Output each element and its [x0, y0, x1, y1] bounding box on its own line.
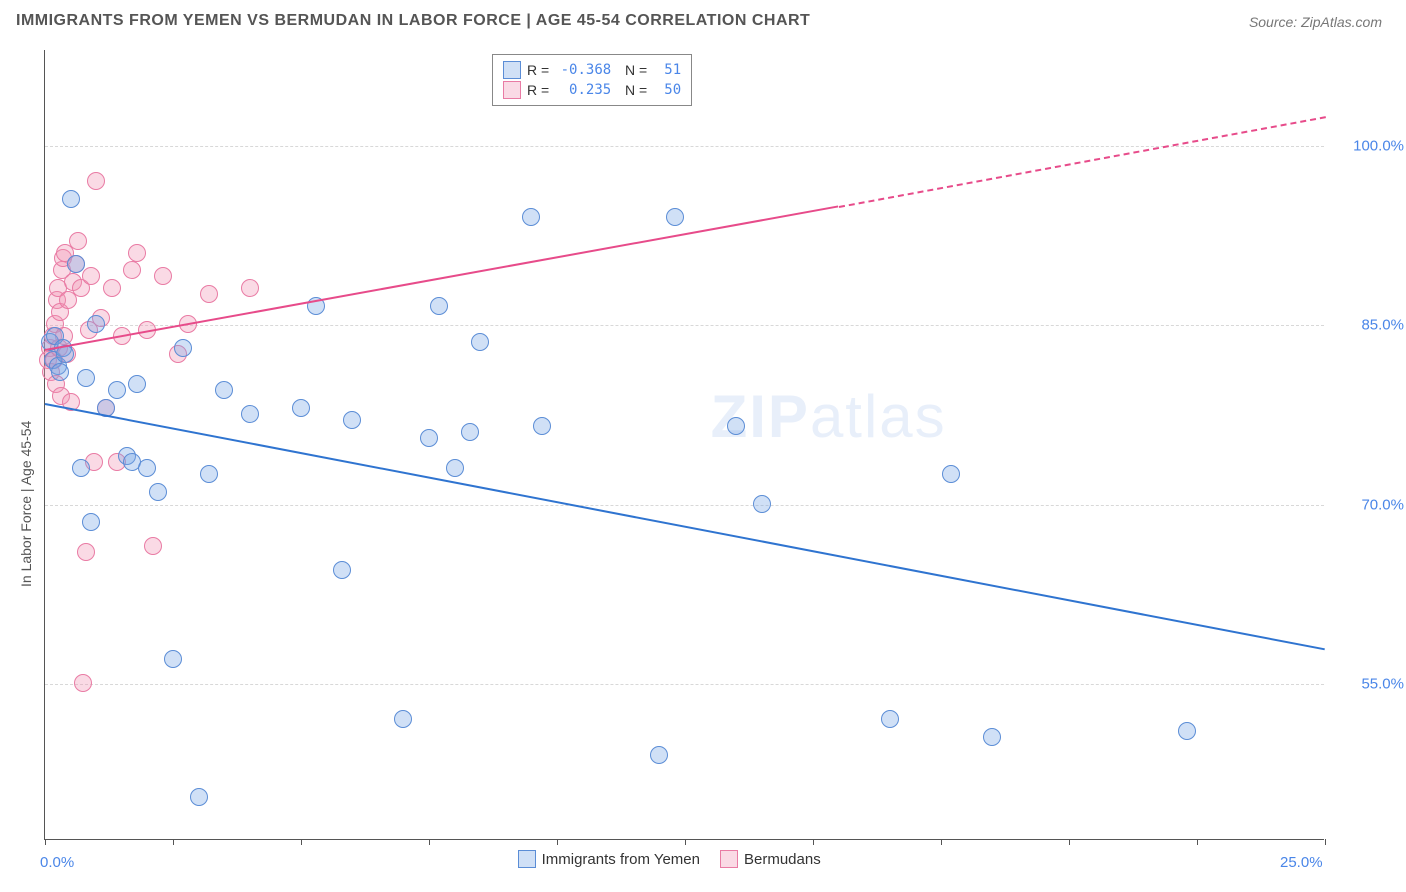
- plot-area: ZIPatlas 55.0%70.0%85.0%100.0%: [44, 50, 1324, 840]
- legend-swatch: [503, 81, 521, 99]
- data-point: [190, 788, 208, 806]
- data-point: [420, 429, 438, 447]
- watermark: ZIPatlas: [711, 382, 947, 451]
- data-point: [666, 208, 684, 226]
- y-tick-label: 70.0%: [1334, 496, 1404, 513]
- data-point: [51, 363, 69, 381]
- data-point: [200, 465, 218, 483]
- x-tick: [173, 839, 174, 845]
- x-tick: [45, 839, 46, 845]
- x-tick: [941, 839, 942, 845]
- chart-container: IMMIGRANTS FROM YEMEN VS BERMUDAN IN LAB…: [0, 0, 1406, 892]
- data-point: [77, 369, 95, 387]
- data-point: [154, 267, 172, 285]
- legend-label: Bermudans: [744, 851, 821, 868]
- x-tick: [813, 839, 814, 845]
- data-point: [123, 261, 141, 279]
- correlation-legend: R = -0.368 N = 51 R = 0.235 N = 50: [492, 54, 692, 106]
- data-point: [461, 423, 479, 441]
- gridline: [45, 146, 1324, 147]
- data-point: [174, 339, 192, 357]
- legend-r-value: -0.368: [555, 62, 611, 78]
- data-point: [82, 513, 100, 531]
- data-point: [1178, 722, 1196, 740]
- data-point: [241, 405, 259, 423]
- data-point: [881, 710, 899, 728]
- x-tick: [1069, 839, 1070, 845]
- legend-label: Immigrants from Yemen: [542, 851, 700, 868]
- data-point: [128, 244, 146, 262]
- x-tick: [429, 839, 430, 845]
- data-point: [983, 728, 1001, 746]
- legend-r-value: 0.235: [555, 82, 611, 98]
- data-point: [241, 279, 259, 297]
- data-point: [942, 465, 960, 483]
- data-point: [87, 172, 105, 190]
- gridline: [45, 325, 1324, 326]
- y-tick-label: 55.0%: [1334, 676, 1404, 693]
- data-point: [533, 417, 551, 435]
- data-point: [200, 285, 218, 303]
- x-tick: [301, 839, 302, 845]
- x-tick: [1325, 839, 1326, 845]
- data-point: [138, 459, 156, 477]
- legend-n-label: N =: [617, 62, 647, 78]
- data-point: [430, 297, 448, 315]
- trend-line: [838, 116, 1325, 208]
- x-tick: [685, 839, 686, 845]
- legend-item: Immigrants from Yemen: [518, 850, 700, 868]
- y-tick-label: 100.0%: [1334, 137, 1404, 154]
- data-point: [74, 674, 92, 692]
- legend-n-label: N =: [617, 82, 647, 98]
- data-point: [128, 375, 146, 393]
- data-point: [67, 255, 85, 273]
- x-max-label: 25.0%: [1280, 854, 1323, 871]
- data-point: [149, 483, 167, 501]
- trend-line: [45, 403, 1325, 650]
- data-point: [333, 561, 351, 579]
- data-point: [446, 459, 464, 477]
- data-point: [650, 746, 668, 764]
- chart-title: IMMIGRANTS FROM YEMEN VS BERMUDAN IN LAB…: [16, 12, 810, 30]
- data-point: [727, 417, 745, 435]
- legend-item: Bermudans: [720, 850, 821, 868]
- legend-n-value: 50: [653, 82, 681, 98]
- legend-row: R = -0.368 N = 51: [503, 61, 681, 79]
- data-point: [292, 399, 310, 417]
- legend-r-label: R =: [527, 82, 549, 98]
- legend-swatch: [720, 850, 738, 868]
- data-point: [343, 411, 361, 429]
- legend-swatch: [503, 61, 521, 79]
- series-legend: Immigrants from Yemen Bermudans: [518, 850, 821, 868]
- legend-swatch: [518, 850, 536, 868]
- data-point: [103, 279, 121, 297]
- data-point: [72, 459, 90, 477]
- data-point: [144, 537, 162, 555]
- source-label: Source: ZipAtlas.com: [1249, 14, 1382, 30]
- data-point: [522, 208, 540, 226]
- x-min-label: 0.0%: [40, 854, 74, 871]
- legend-r-label: R =: [527, 62, 549, 78]
- data-point: [394, 710, 412, 728]
- x-tick: [1197, 839, 1198, 845]
- data-point: [753, 495, 771, 513]
- data-point: [164, 650, 182, 668]
- x-tick: [557, 839, 558, 845]
- gridline: [45, 505, 1324, 506]
- y-tick-label: 85.0%: [1334, 317, 1404, 334]
- data-point: [87, 315, 105, 333]
- data-point: [471, 333, 489, 351]
- legend-n-value: 51: [653, 62, 681, 78]
- data-point: [77, 543, 95, 561]
- data-point: [69, 232, 87, 250]
- data-point: [62, 190, 80, 208]
- data-point: [82, 267, 100, 285]
- data-point: [215, 381, 233, 399]
- data-point: [108, 381, 126, 399]
- legend-row: R = 0.235 N = 50: [503, 81, 681, 99]
- y-axis-label: In Labor Force | Age 45-54: [18, 421, 34, 587]
- gridline: [45, 684, 1324, 685]
